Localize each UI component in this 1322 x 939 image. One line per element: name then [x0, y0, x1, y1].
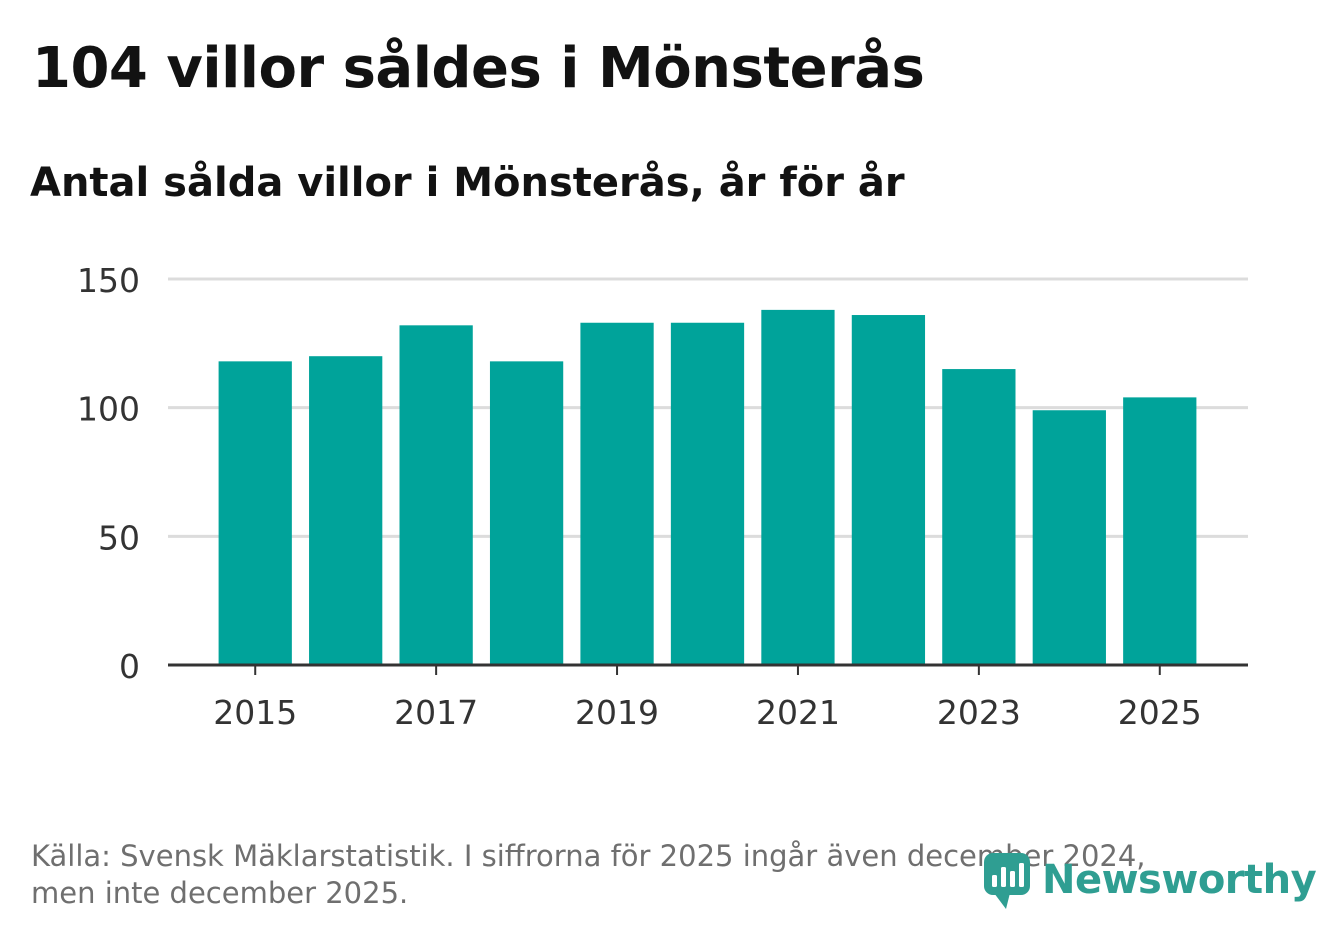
source-line-1: Källa: Svensk Mäklarstatistik. I siffror… — [31, 839, 1146, 873]
newsworthy-chart-bubble-icon — [984, 853, 1030, 909]
bar-2019 — [580, 322, 654, 665]
bar-2021 — [761, 309, 835, 665]
bar-2017 — [399, 325, 473, 665]
x-tick-label: 2021 — [756, 693, 840, 732]
bar-2018 — [489, 361, 564, 665]
bar-2015 — [218, 361, 292, 665]
bars — [218, 309, 1197, 665]
x-tick-label: 2023 — [937, 693, 1021, 732]
chart-title: 104 villor såldes i Mönsterås — [32, 36, 925, 101]
bar-2016 — [309, 356, 383, 665]
source-note: Källa: Svensk Mäklarstatistik. I siffror… — [31, 838, 1221, 912]
y-tick-label: 100 — [77, 390, 140, 429]
bar-2022 — [851, 315, 926, 665]
x-tick-label: 2017 — [394, 693, 478, 732]
chart-subtitle: Antal sålda villor i Mönsterås, år för å… — [30, 160, 905, 206]
bar-chart: 0 50 100 150 2015 2017 2019 2021 2023 2025 — [77, 261, 1248, 732]
source-line-2: men inte december 2025. — [31, 876, 409, 910]
bar-2023 — [942, 369, 1016, 665]
y-tick-label: 50 — [98, 518, 140, 557]
x-tick-label: 2019 — [575, 693, 659, 732]
x-axis: 2015 2017 2019 2021 2023 2025 — [168, 663, 1248, 732]
x-tick-label: 2015 — [213, 693, 297, 732]
y-tick-label: 0 — [119, 647, 140, 686]
y-axis-ticks: 0 50 100 150 — [77, 261, 140, 686]
bar-2024 — [1032, 410, 1106, 665]
newsworthy-logo-text: Newsworthy — [1042, 857, 1317, 903]
x-tick-label: 2025 — [1118, 693, 1202, 732]
bar-2025 — [1123, 397, 1197, 665]
newsworthy-logo: Newsworthy — [982, 850, 1317, 910]
bar-2020 — [670, 322, 745, 665]
y-tick-label: 150 — [77, 261, 140, 300]
